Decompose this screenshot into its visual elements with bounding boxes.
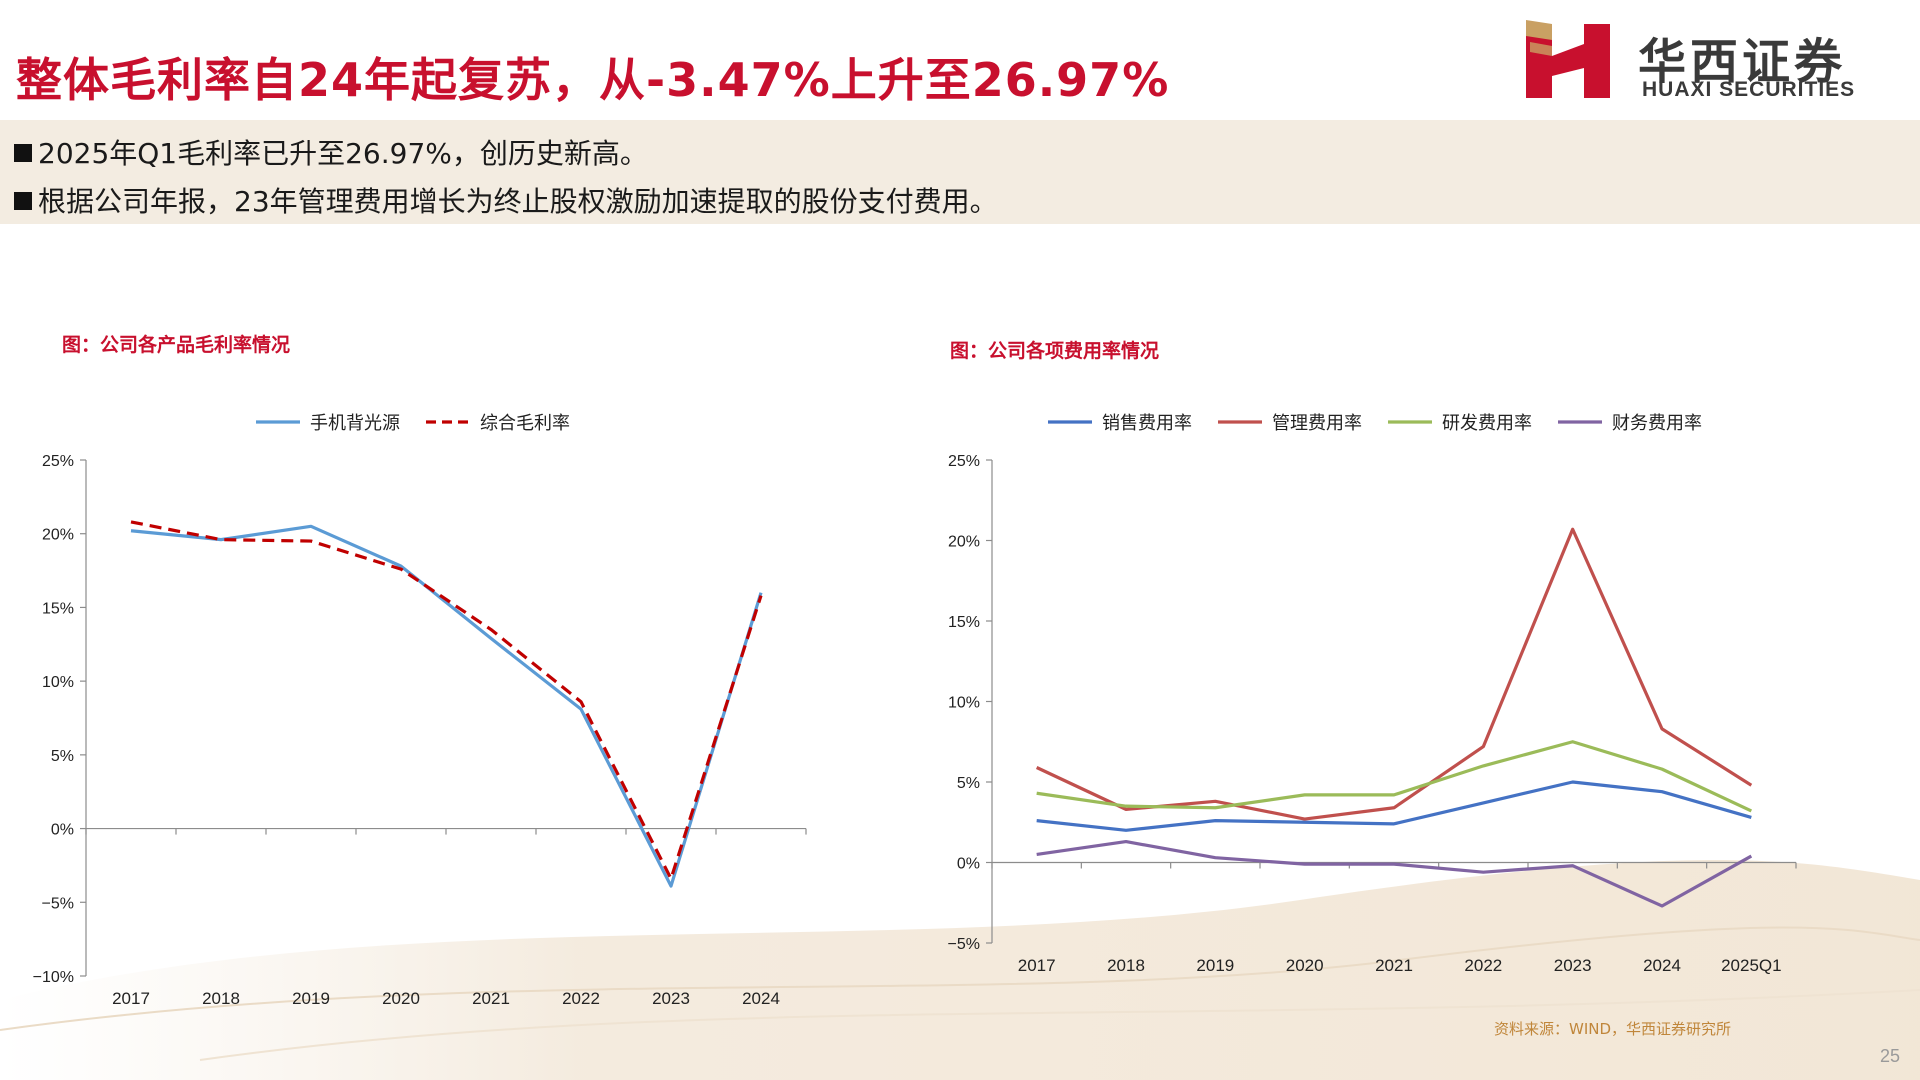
summary-bullets: 2025年Q1毛利率已升至26.97%，创历史新高。 根据公司年报，23年管理费… xyxy=(0,120,1920,224)
legend-label: 研发费用率 xyxy=(1442,413,1532,433)
y-axis-tick-label: 10% xyxy=(948,695,980,712)
bullet-item: 2025年Q1毛利率已升至26.97%，创历史新高。 xyxy=(14,132,648,172)
series-line xyxy=(1036,780,1752,832)
page-number: 25 xyxy=(1880,1046,1901,1066)
bullet-text: 2025年Q1毛利率已升至26.97%，创历史新高。 xyxy=(38,137,648,170)
legend-label: 综合毛利率 xyxy=(480,413,570,433)
y-axis-tick-label: 5% xyxy=(51,748,74,765)
y-axis-tick-label: −5% xyxy=(948,936,980,953)
x-axis-tick-label: 2023 xyxy=(652,989,690,1008)
legend-label: 财务费用率 xyxy=(1612,413,1702,433)
x-axis-tick-label: 2021 xyxy=(1375,956,1413,975)
y-axis-tick-label: 5% xyxy=(957,775,980,792)
huaxi-logo-mark-icon xyxy=(1526,20,1610,98)
legend-label: 管理费用率 xyxy=(1272,413,1362,433)
x-axis-tick-label: 2017 xyxy=(1018,956,1056,975)
x-axis-tick-label: 2024 xyxy=(1643,956,1681,975)
y-axis-tick-label: 25% xyxy=(42,453,74,470)
y-axis-tick-label: 15% xyxy=(42,600,74,617)
legend-label: 销售费用率 xyxy=(1102,413,1192,433)
y-axis-tick-label: 0% xyxy=(957,856,980,873)
x-axis-tick-label: 2019 xyxy=(1196,956,1234,975)
y-axis-tick-label: 0% xyxy=(51,822,74,839)
huaxi-logo: 华西证券 HUAXI SECURITIES xyxy=(1520,14,1920,104)
x-axis-tick-label: 2020 xyxy=(1286,956,1324,975)
x-axis-tick-label: 2021 xyxy=(472,989,510,1008)
page-title: 整体毛利率自24年起复苏，从-3.47%上升至26.97% xyxy=(16,53,1170,107)
bullet-text: 根据公司年报，23年管理费用增长为终止股权激励加速提取的股份支付费用。 xyxy=(38,185,998,218)
logo-english-name: HUAXI SECURITIES xyxy=(1642,78,1856,101)
x-axis-tick-label: 2017 xyxy=(112,989,150,1008)
y-axis-tick-label: 15% xyxy=(948,614,980,631)
x-axis-tick-label: 2018 xyxy=(1107,956,1145,975)
bullet-square-icon xyxy=(14,192,32,210)
x-axis-tick-label: 2018 xyxy=(202,989,240,1008)
x-axis-tick-label: 2022 xyxy=(562,989,600,1008)
series-line xyxy=(1036,740,1753,813)
x-axis-tick-label: 2019 xyxy=(292,989,330,1008)
y-axis-tick-label: −5% xyxy=(42,895,74,912)
bullet-item: 根据公司年报，23年管理费用增长为终止股权激励加速提取的股份支付费用。 xyxy=(14,180,998,220)
y-axis-tick-label: −10% xyxy=(33,969,74,986)
chart-title-gross-margin: 图：公司各产品毛利率情况 xyxy=(62,334,291,356)
y-axis-tick-label: 10% xyxy=(42,674,74,691)
series-line xyxy=(1035,527,1753,821)
series-line xyxy=(130,520,763,881)
series-line xyxy=(130,524,763,888)
x-axis-tick-label: 2023 xyxy=(1554,956,1592,975)
y-axis-tick-label: 25% xyxy=(948,453,980,470)
x-axis-tick-label: 2022 xyxy=(1464,956,1502,975)
series-line xyxy=(1036,839,1753,908)
source-note: 资料来源：WIND，华西证券研究所 xyxy=(1494,1020,1732,1038)
x-axis-tick-label: 2024 xyxy=(742,989,780,1008)
bullet-square-icon xyxy=(14,144,32,162)
chart-title-expense-ratio: 图：公司各项费用率情况 xyxy=(950,340,1160,362)
y-axis-tick-label: 20% xyxy=(948,534,980,551)
x-axis-tick-label: 2020 xyxy=(382,989,420,1008)
legend-label: 手机背光源 xyxy=(310,413,400,433)
logo-chinese-name: 华西证券 xyxy=(1638,34,1847,90)
y-axis-tick-label: 20% xyxy=(42,527,74,544)
x-axis-tick-label: 2025Q1 xyxy=(1721,956,1782,975)
